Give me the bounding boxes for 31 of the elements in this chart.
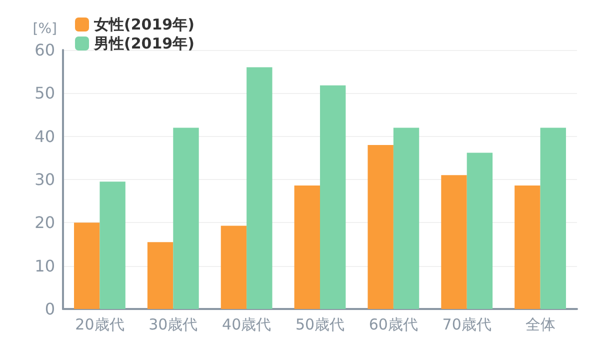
y-tick-label: 0 bbox=[44, 300, 55, 318]
y-tick-label: 60 bbox=[34, 40, 55, 60]
y-tick-label: 30 bbox=[34, 170, 55, 189]
x-tick-label: 60歳代 bbox=[368, 316, 418, 334]
bar bbox=[540, 128, 566, 309]
bar bbox=[147, 242, 174, 309]
x-tick-label: 30歳代 bbox=[148, 316, 198, 334]
bar bbox=[173, 128, 199, 309]
legend-label: 女性(2019年) bbox=[93, 16, 194, 34]
bar bbox=[246, 67, 272, 309]
x-tick-label: 70歳代 bbox=[442, 316, 492, 334]
x-tick-label: 全体 bbox=[525, 316, 556, 334]
bar bbox=[294, 186, 320, 309]
bar bbox=[74, 222, 100, 309]
y-tick-label: 40 bbox=[34, 126, 55, 146]
x-tick-label: 40歳代 bbox=[222, 316, 272, 334]
y-tick-label: 10 bbox=[34, 256, 55, 276]
legend-label: 男性(2019年) bbox=[93, 34, 194, 52]
bar bbox=[514, 186, 540, 309]
bar bbox=[441, 175, 467, 309]
bar bbox=[100, 182, 126, 309]
bar bbox=[368, 144, 394, 309]
bar bbox=[220, 226, 247, 309]
bar bbox=[466, 152, 493, 309]
y-tick-label: 20 bbox=[34, 213, 55, 232]
x-tick-label: 20歳代 bbox=[75, 316, 124, 334]
y-axis-title: [%] bbox=[32, 21, 57, 37]
bar bbox=[320, 85, 346, 309]
bar bbox=[393, 128, 420, 309]
y-tick-label: 50 bbox=[34, 84, 55, 103]
x-tick-label: 50歳代 bbox=[295, 316, 345, 334]
